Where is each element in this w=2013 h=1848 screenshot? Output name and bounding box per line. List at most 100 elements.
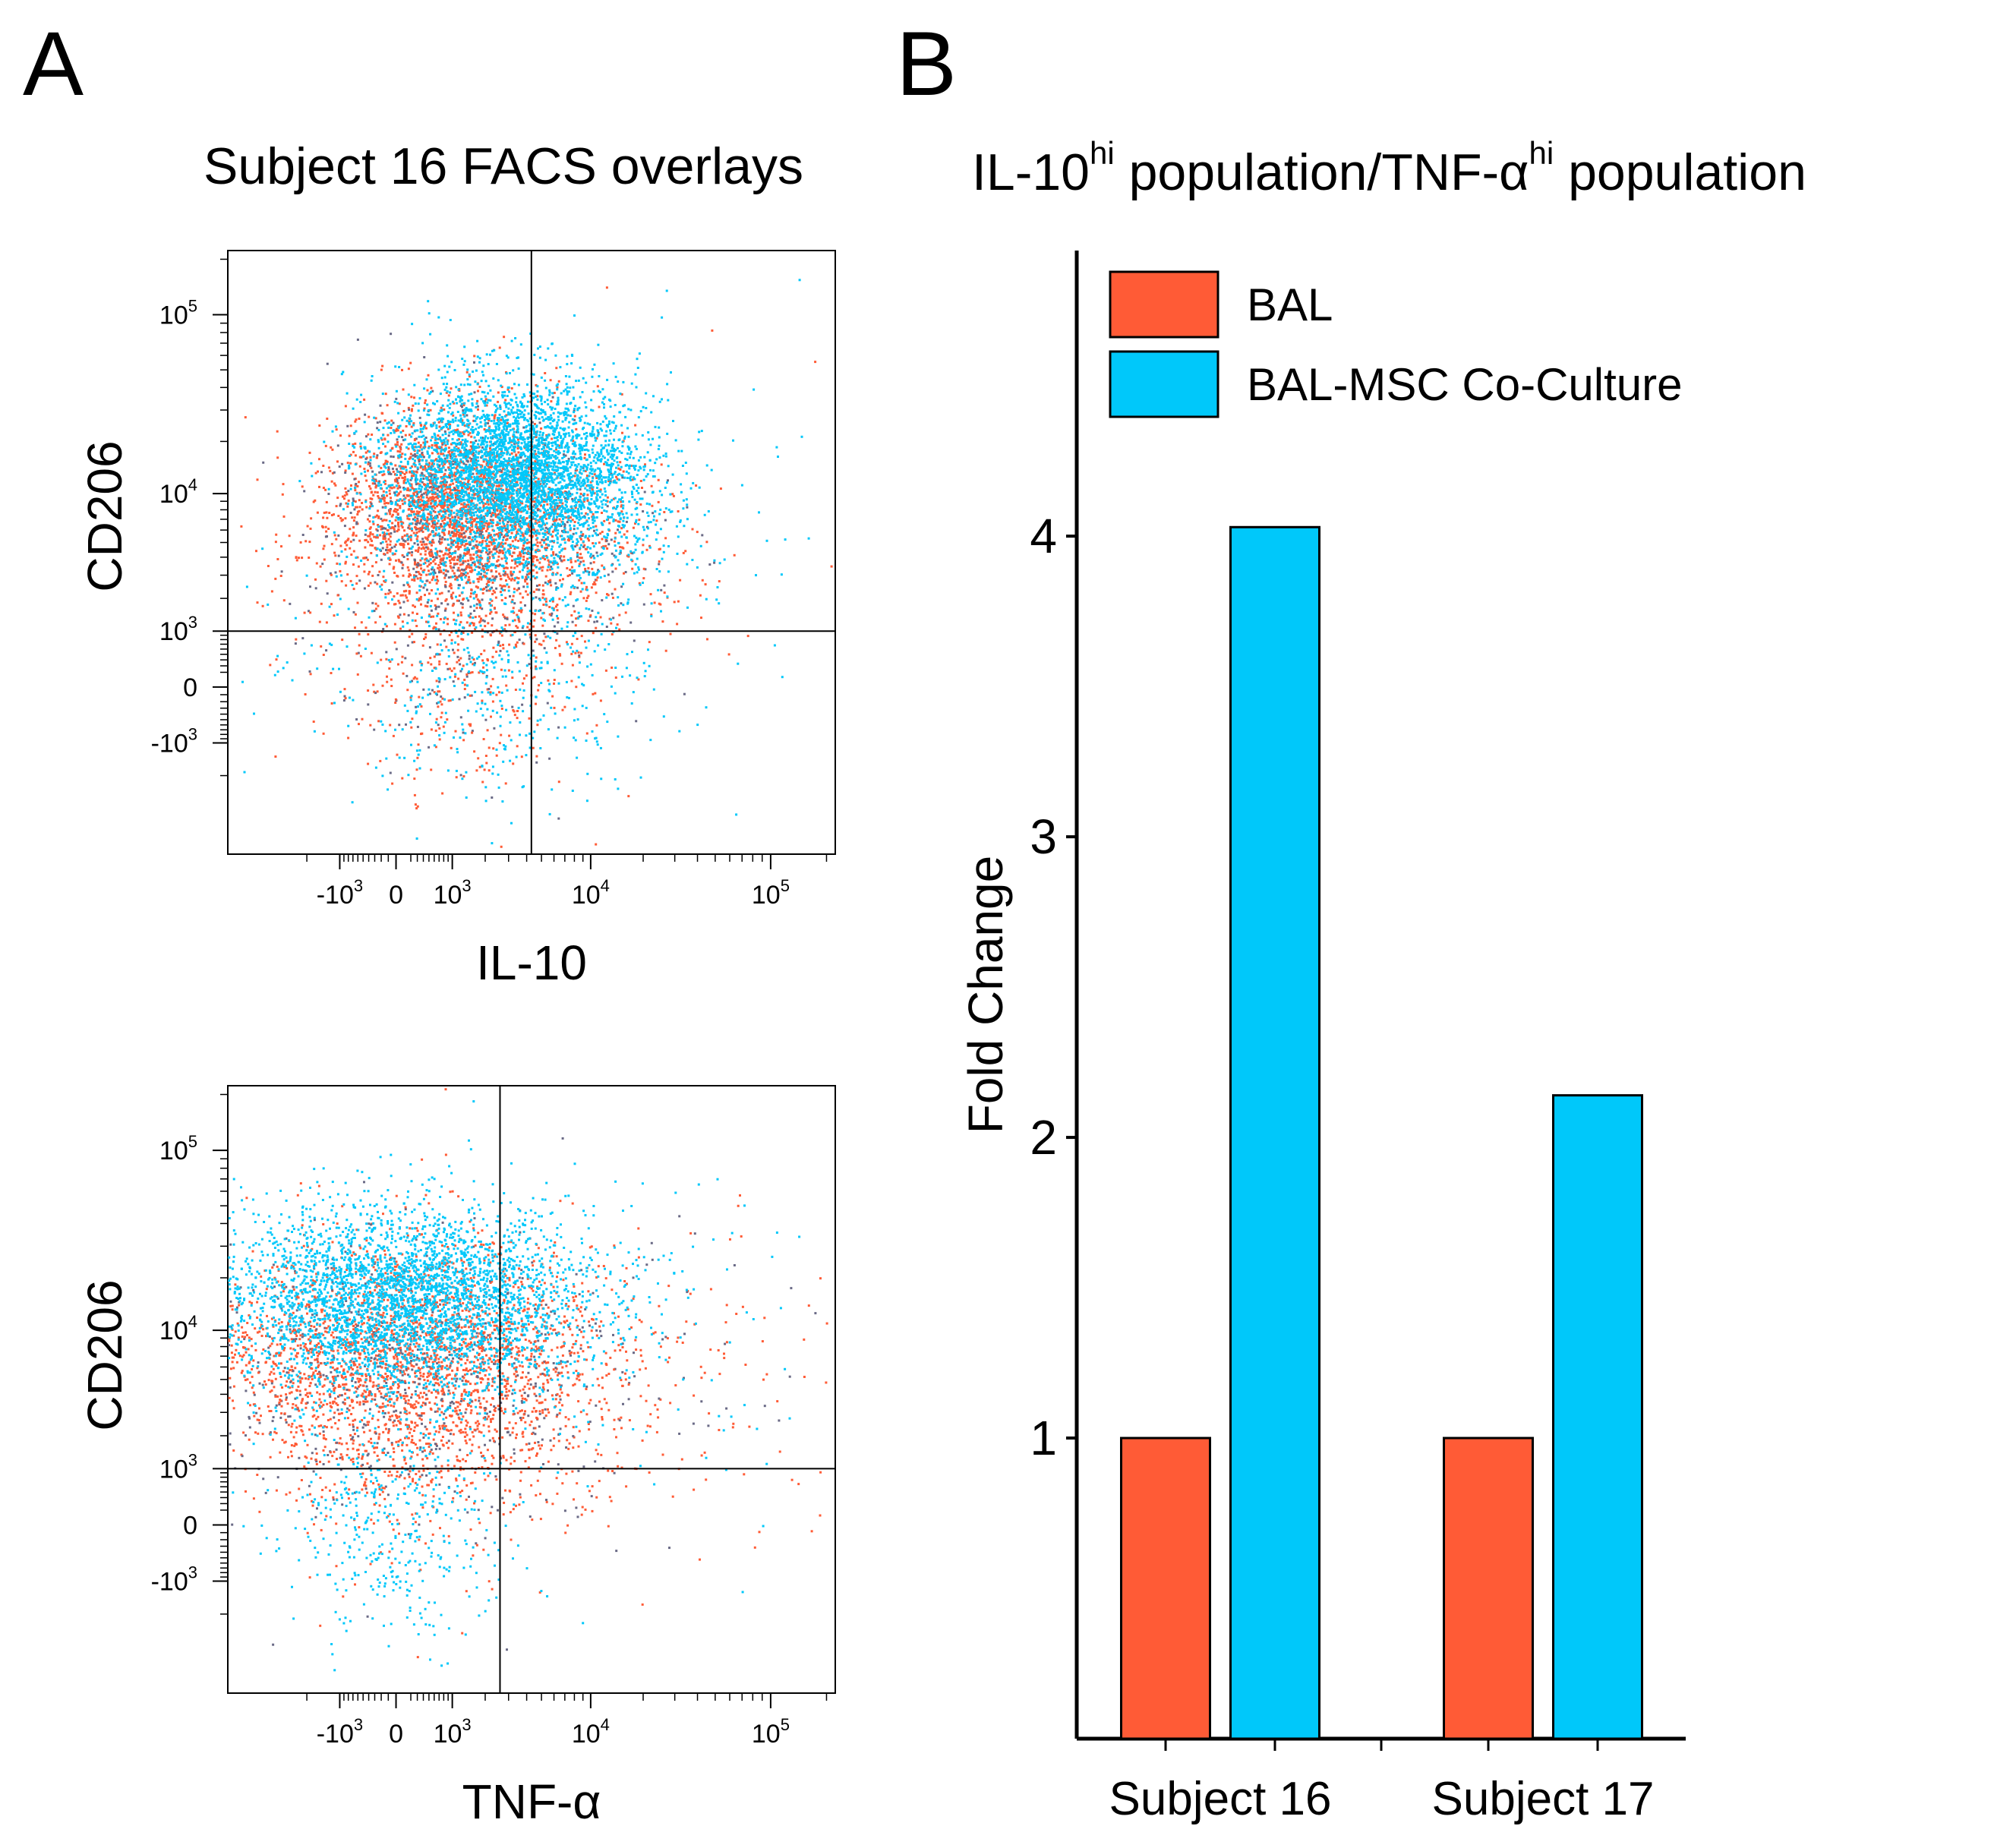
facs-dot	[380, 583, 383, 586]
facs-dot	[633, 639, 636, 642]
facs-dot	[486, 413, 489, 416]
facs-dot	[558, 645, 561, 648]
facs-dot	[381, 364, 384, 367]
facs-dot	[488, 447, 491, 449]
facs-dot	[384, 393, 387, 396]
facs-dot	[369, 456, 372, 459]
facs-dot	[543, 511, 546, 514]
facs-dot	[491, 586, 493, 589]
facs-dot	[349, 547, 352, 550]
facs-dot	[509, 503, 512, 506]
facs-dot	[426, 516, 429, 519]
facs-dot	[410, 420, 413, 423]
facs-dot	[424, 446, 427, 448]
facs-dot	[657, 500, 660, 503]
facs-dot	[357, 565, 360, 568]
facs-dot	[413, 793, 416, 796]
facs-dot	[508, 390, 511, 393]
facs-dot	[483, 620, 486, 623]
facs-dot	[489, 612, 491, 615]
facs-dot	[393, 528, 396, 531]
facs-dot	[634, 424, 637, 427]
facs-dot	[479, 558, 482, 561]
facs-dot	[619, 546, 622, 549]
facs-dot	[423, 543, 426, 546]
facs-dot	[409, 478, 412, 481]
facs-dot	[606, 547, 609, 550]
facs-dot	[432, 541, 435, 544]
facs-dot	[445, 391, 448, 394]
facs-dot	[371, 434, 374, 436]
facs-dot	[506, 453, 509, 456]
facs-dot	[424, 402, 427, 405]
facs-dot	[469, 527, 472, 530]
facs-dot	[503, 452, 506, 455]
facs-dot	[578, 417, 581, 419]
facs-dot	[429, 657, 432, 660]
facs-dot	[544, 517, 547, 520]
facs-dot	[480, 578, 483, 581]
facs-dot	[469, 671, 472, 674]
facs-dot	[412, 454, 415, 457]
facs-dot	[513, 566, 516, 569]
facs-dot	[495, 440, 498, 443]
facs-dot	[492, 747, 495, 750]
facs-dot	[522, 558, 525, 561]
facs-dot	[403, 498, 406, 501]
facs-dot	[557, 380, 560, 383]
facs-dot	[418, 530, 421, 533]
facs-dot	[579, 590, 582, 593]
facs-dot	[519, 343, 522, 346]
facs-dot	[346, 573, 349, 576]
facs-dot	[511, 676, 514, 680]
facs-dot	[629, 551, 633, 554]
facs-dot	[478, 561, 481, 564]
facs-dot	[516, 430, 519, 434]
facs-dot	[573, 409, 576, 412]
facs-dot	[513, 437, 516, 440]
facs-dot	[637, 487, 640, 490]
facs-dot	[446, 570, 450, 573]
facs-dot	[437, 598, 439, 601]
facs-dot	[500, 470, 503, 472]
facs-dot	[578, 579, 581, 582]
facs-dot	[336, 460, 339, 463]
facs-dot	[513, 411, 516, 414]
facs-dot	[356, 601, 359, 604]
facs-dot	[497, 526, 500, 529]
facs-dot	[516, 420, 519, 422]
facs-dot	[395, 389, 398, 393]
facs-dot	[417, 743, 420, 746]
facs-dot	[450, 512, 453, 515]
facs-dot	[330, 480, 333, 483]
facs-dot	[477, 528, 480, 531]
facs-dot	[502, 432, 505, 435]
facs-dot	[528, 535, 532, 537]
facs-dot	[460, 532, 463, 535]
facs-dot	[500, 594, 503, 597]
facs-dot	[395, 477, 398, 480]
facs-dot	[413, 383, 416, 386]
facs-dot	[432, 486, 435, 489]
facs-dot	[377, 515, 380, 518]
facs-dot	[434, 556, 437, 559]
facs-dot	[431, 507, 434, 510]
facs-dot	[438, 653, 441, 656]
facs-dot	[563, 510, 566, 513]
facs-dot	[367, 762, 370, 765]
facs-dot	[613, 540, 616, 543]
facs-dot	[519, 570, 522, 573]
facs-dot	[494, 611, 497, 614]
facs-dot	[440, 446, 443, 449]
facs-dot	[453, 559, 456, 562]
facs-dot	[443, 408, 446, 411]
facs-dot	[394, 508, 397, 511]
facs-dot	[414, 522, 417, 525]
facs-dot	[587, 478, 590, 481]
facs-dot	[504, 572, 506, 575]
facs-dot	[443, 501, 446, 503]
facs-dot	[493, 607, 496, 610]
facs-dot	[599, 532, 602, 535]
facs-dot	[536, 398, 539, 401]
facs-dot	[436, 400, 439, 402]
